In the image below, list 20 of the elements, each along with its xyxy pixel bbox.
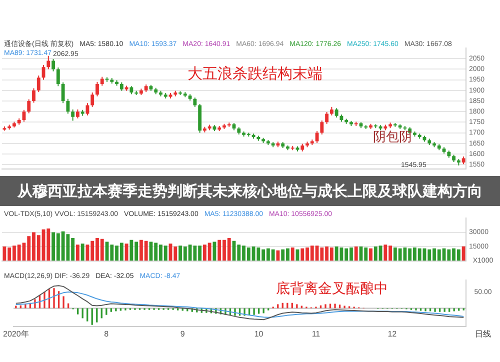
annotation: 阴包阴 — [373, 128, 412, 144]
bar — [124, 244, 128, 261]
bar — [76, 244, 80, 261]
x-tick-label: 10 — [254, 329, 264, 338]
bar — [80, 244, 84, 261]
annotation: 大五浪杀跌结构末端 — [188, 66, 323, 83]
x-tick-label: 11 — [312, 329, 321, 338]
x-tick-label: 8 — [104, 329, 110, 338]
candlestick — [354, 121, 358, 126]
bar — [369, 248, 372, 261]
bar — [276, 250, 280, 261]
x-tick-label: 2020年 — [3, 329, 29, 338]
x-tick-label: 9 — [180, 329, 186, 338]
text: 日线 — [475, 329, 491, 338]
text: 从穆西亚拉本赛季走势判断其未来核心地位与成长上限及球队建构方向 — [0, 176, 500, 206]
bar — [354, 246, 358, 261]
annotation: 底背离金叉酝酿中 — [276, 280, 388, 297]
x-tick-label: 12 — [388, 329, 398, 338]
bar — [462, 246, 466, 261]
bar — [290, 247, 294, 261]
